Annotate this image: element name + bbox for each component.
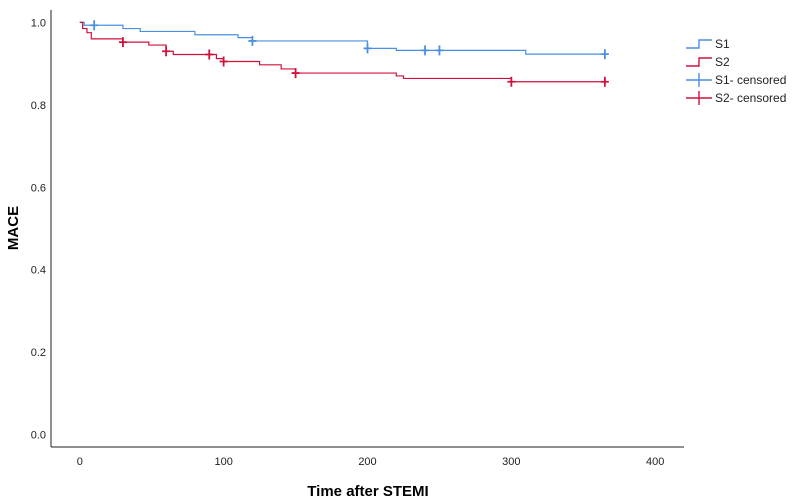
x-tick-label: 0 bbox=[77, 456, 83, 468]
x-tick-labels: 0 100 200 300 400 bbox=[77, 456, 665, 468]
censor-mark-s1 bbox=[600, 49, 609, 60]
x-axis-title: Time after STEMI bbox=[307, 483, 428, 499]
legend-label: S2 bbox=[715, 55, 730, 69]
legend-line-swatch bbox=[686, 39, 712, 49]
censor-mark-s1 bbox=[248, 35, 257, 46]
censor-mark-s1 bbox=[363, 43, 372, 54]
y-tick-labels: 0.0 0.2 0.4 0.6 0.8 1.0 bbox=[31, 17, 46, 441]
censor-mark-s2 bbox=[291, 68, 300, 79]
y-tick-label: 0.8 bbox=[31, 100, 46, 112]
x-tick-label: 100 bbox=[214, 456, 232, 468]
legend-censor-swatch bbox=[686, 73, 712, 87]
censor-mark-s2 bbox=[600, 76, 609, 87]
x-tick-label: 200 bbox=[358, 456, 376, 468]
legend-line-swatch bbox=[686, 57, 712, 67]
x-tick-label: 300 bbox=[502, 456, 520, 468]
censor-mark-s1 bbox=[435, 45, 444, 56]
legend-label: S1- censored bbox=[715, 73, 786, 87]
legend-censor-swatch bbox=[686, 91, 712, 105]
legend: S1 S2 S1- censored S2- censored bbox=[686, 37, 786, 105]
censor-mark-s2 bbox=[162, 46, 171, 57]
legend-label: S1 bbox=[715, 37, 730, 51]
y-tick-label: 0.6 bbox=[31, 182, 46, 194]
x-tick-label: 400 bbox=[646, 456, 664, 468]
y-tick-label: 1.0 bbox=[31, 17, 46, 29]
series-line-s2 bbox=[79, 21, 605, 83]
y-tick-label: 0.0 bbox=[31, 430, 46, 442]
axes bbox=[50, 10, 684, 448]
censor-mark-s2 bbox=[507, 76, 516, 87]
y-tick-label: 0.2 bbox=[31, 347, 46, 359]
censor-mark-s2 bbox=[219, 56, 228, 67]
censor-mark-s1 bbox=[421, 45, 430, 56]
y-axis-title: MACE bbox=[5, 206, 22, 250]
censor-mark-s1 bbox=[90, 20, 99, 31]
series-layer bbox=[79, 20, 609, 87]
series-line-s1 bbox=[79, 21, 605, 55]
censor-mark-s2 bbox=[205, 49, 214, 60]
censor-mark-s2 bbox=[118, 37, 127, 48]
y-tick-label: 0.4 bbox=[31, 265, 46, 277]
legend-label: S2- censored bbox=[715, 91, 786, 105]
